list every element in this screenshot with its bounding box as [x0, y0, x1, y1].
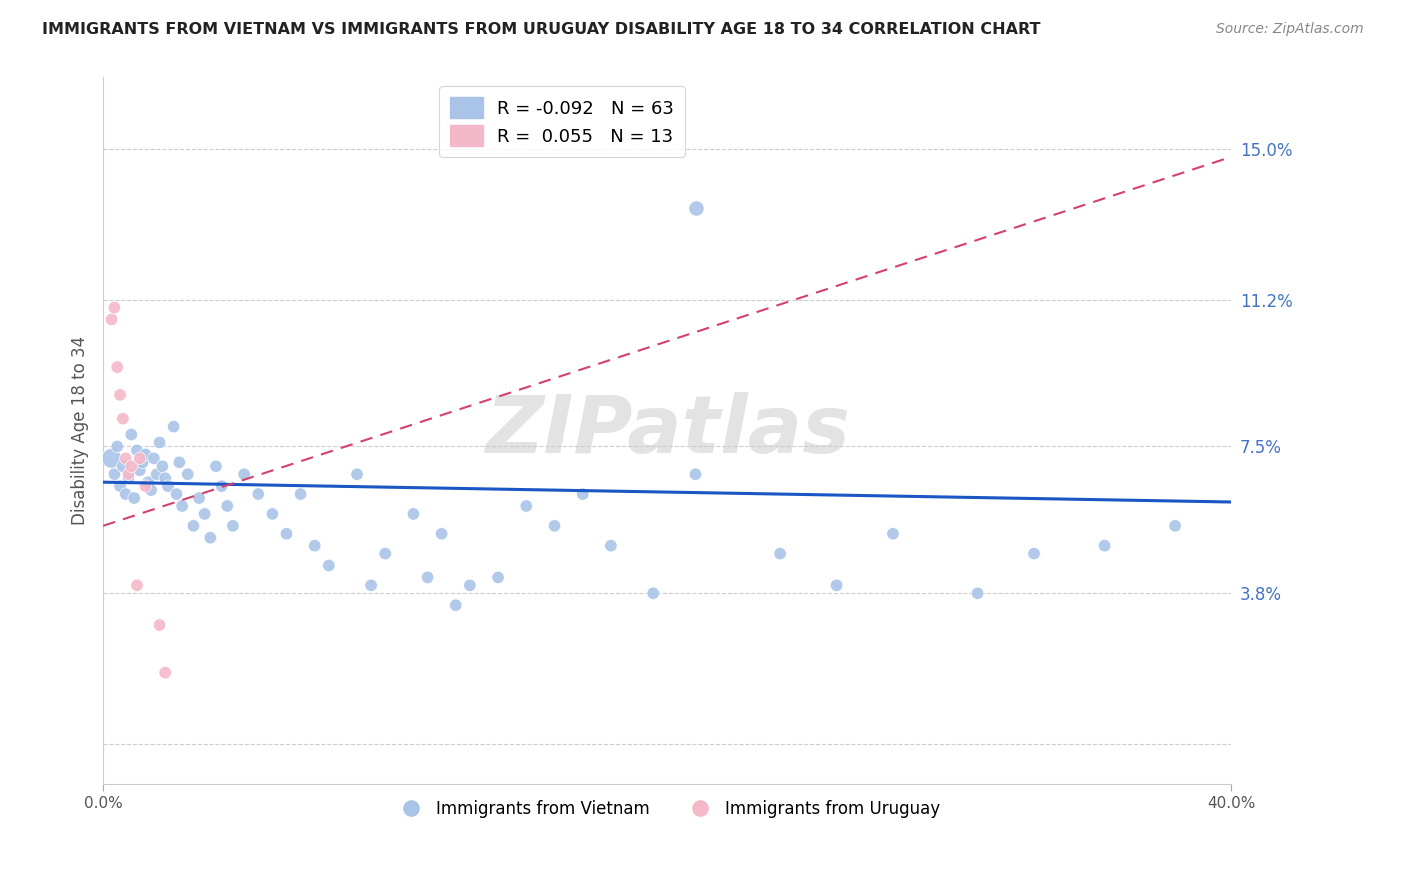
Point — [1022, 547, 1045, 561]
Point — [134, 447, 156, 461]
Point — [458, 578, 481, 592]
Point — [134, 479, 156, 493]
Text: IMMIGRANTS FROM VIETNAM VS IMMIGRANTS FROM URUGUAY DISABILITY AGE 18 TO 34 CORRE: IMMIGRANTS FROM VIETNAM VS IMMIGRANTS FR… — [42, 22, 1040, 37]
Point — [172, 499, 194, 513]
Point — [430, 526, 453, 541]
Point — [128, 463, 150, 477]
Point — [200, 531, 222, 545]
Point — [136, 475, 159, 490]
Text: ZIPatlas: ZIPatlas — [485, 392, 849, 469]
Point — [571, 487, 593, 501]
Point — [346, 467, 368, 482]
Point — [153, 471, 176, 485]
Point — [125, 443, 148, 458]
Point — [374, 547, 396, 561]
Point — [111, 459, 134, 474]
Point — [117, 467, 139, 482]
Point — [685, 467, 707, 482]
Point — [103, 467, 125, 482]
Point — [304, 539, 326, 553]
Point — [290, 487, 312, 501]
Point — [169, 455, 191, 469]
Point — [156, 479, 179, 493]
Point — [114, 487, 136, 501]
Point — [142, 451, 165, 466]
Point — [882, 526, 904, 541]
Point — [262, 507, 284, 521]
Point — [643, 586, 665, 600]
Point — [360, 578, 382, 592]
Point — [416, 570, 439, 584]
Point — [128, 451, 150, 466]
Point — [183, 518, 205, 533]
Point — [163, 419, 186, 434]
Point — [444, 598, 467, 612]
Y-axis label: Disability Age 18 to 34: Disability Age 18 to 34 — [72, 336, 89, 525]
Point — [825, 578, 848, 592]
Point — [150, 459, 173, 474]
Point — [543, 518, 565, 533]
Point — [100, 312, 122, 326]
Point — [205, 459, 228, 474]
Point — [233, 467, 256, 482]
Point — [120, 427, 142, 442]
Point — [131, 455, 153, 469]
Point — [122, 491, 145, 505]
Point — [139, 483, 162, 497]
Point — [685, 202, 707, 216]
Point — [120, 459, 142, 474]
Point — [114, 451, 136, 466]
Point — [111, 411, 134, 425]
Point — [117, 471, 139, 485]
Legend: Immigrants from Vietnam, Immigrants from Uruguay: Immigrants from Vietnam, Immigrants from… — [388, 794, 946, 825]
Point — [103, 301, 125, 315]
Point — [222, 518, 245, 533]
Point — [145, 467, 167, 482]
Point — [100, 451, 122, 466]
Point — [177, 467, 200, 482]
Point — [194, 507, 217, 521]
Point — [402, 507, 425, 521]
Point — [188, 491, 211, 505]
Point — [125, 578, 148, 592]
Point — [153, 665, 176, 680]
Point — [769, 547, 792, 561]
Point — [486, 570, 509, 584]
Point — [599, 539, 621, 553]
Point — [966, 586, 988, 600]
Point — [211, 479, 233, 493]
Point — [247, 487, 270, 501]
Point — [105, 440, 128, 454]
Point — [515, 499, 537, 513]
Point — [148, 435, 170, 450]
Point — [1094, 539, 1116, 553]
Point — [148, 618, 170, 632]
Point — [108, 479, 131, 493]
Point — [105, 360, 128, 375]
Point — [318, 558, 340, 573]
Point — [217, 499, 239, 513]
Text: Source: ZipAtlas.com: Source: ZipAtlas.com — [1216, 22, 1364, 37]
Point — [108, 388, 131, 402]
Point — [166, 487, 188, 501]
Point — [1164, 518, 1187, 533]
Point — [276, 526, 298, 541]
